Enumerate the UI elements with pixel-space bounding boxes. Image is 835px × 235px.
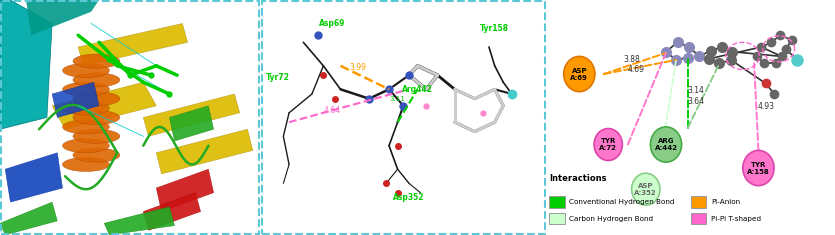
Text: ARG
A:442: ARG A:442 — [655, 138, 677, 151]
Ellipse shape — [63, 63, 109, 78]
Polygon shape — [156, 129, 253, 174]
Text: 3.88: 3.88 — [623, 55, 640, 64]
Text: Interactions: Interactions — [549, 174, 606, 183]
Polygon shape — [144, 94, 240, 136]
Ellipse shape — [63, 139, 109, 153]
Text: TYR
A:158: TYR A:158 — [747, 161, 770, 175]
Polygon shape — [52, 82, 156, 129]
Text: Conventional Hydrogen Bond: Conventional Hydrogen Bond — [569, 199, 675, 205]
Polygon shape — [170, 106, 214, 141]
Text: ASP
A:69: ASP A:69 — [570, 67, 588, 81]
Text: Tyr158: Tyr158 — [480, 24, 509, 33]
Ellipse shape — [743, 150, 774, 186]
Text: ASP
A:352: ASP A:352 — [635, 183, 657, 196]
Polygon shape — [0, 202, 58, 235]
Text: 3.99: 3.99 — [349, 63, 366, 73]
Ellipse shape — [63, 82, 109, 96]
Text: 3.14: 3.14 — [688, 86, 705, 95]
Text: Arg442: Arg442 — [402, 85, 433, 94]
Polygon shape — [104, 207, 175, 235]
Polygon shape — [52, 82, 99, 118]
FancyBboxPatch shape — [549, 213, 564, 224]
Text: 4.69: 4.69 — [627, 65, 644, 74]
Ellipse shape — [564, 56, 595, 92]
Ellipse shape — [594, 129, 622, 161]
Text: Asp69: Asp69 — [319, 19, 345, 28]
Ellipse shape — [73, 129, 120, 143]
FancyBboxPatch shape — [549, 196, 564, 208]
Ellipse shape — [73, 148, 120, 162]
Text: 4.93: 4.93 — [757, 102, 775, 111]
Ellipse shape — [631, 173, 660, 205]
Text: TYR
A:72: TYR A:72 — [600, 138, 617, 151]
Ellipse shape — [63, 120, 109, 134]
Ellipse shape — [63, 101, 109, 115]
Text: 3.64: 3.64 — [688, 97, 705, 106]
Polygon shape — [156, 169, 214, 212]
Ellipse shape — [73, 54, 120, 68]
Ellipse shape — [63, 157, 109, 172]
Ellipse shape — [73, 73, 120, 87]
Text: 4.64: 4.64 — [323, 106, 341, 115]
Ellipse shape — [73, 110, 120, 125]
Polygon shape — [78, 24, 188, 66]
Text: Tyr72: Tyr72 — [266, 73, 290, 82]
Polygon shape — [144, 193, 200, 230]
Ellipse shape — [73, 92, 120, 106]
FancyBboxPatch shape — [691, 196, 706, 208]
Polygon shape — [5, 153, 63, 202]
Text: Asp352: Asp352 — [393, 193, 425, 202]
FancyBboxPatch shape — [691, 213, 706, 224]
Text: 3.11: 3.11 — [390, 96, 406, 102]
Ellipse shape — [650, 127, 681, 162]
Text: Carbon Hydrogen Bond: Carbon Hydrogen Bond — [569, 215, 653, 222]
Polygon shape — [0, 0, 52, 129]
Text: Pi-Anion: Pi-Anion — [711, 199, 740, 205]
Polygon shape — [26, 0, 99, 35]
Text: Pi-Pi T-shaped: Pi-Pi T-shaped — [711, 215, 761, 222]
